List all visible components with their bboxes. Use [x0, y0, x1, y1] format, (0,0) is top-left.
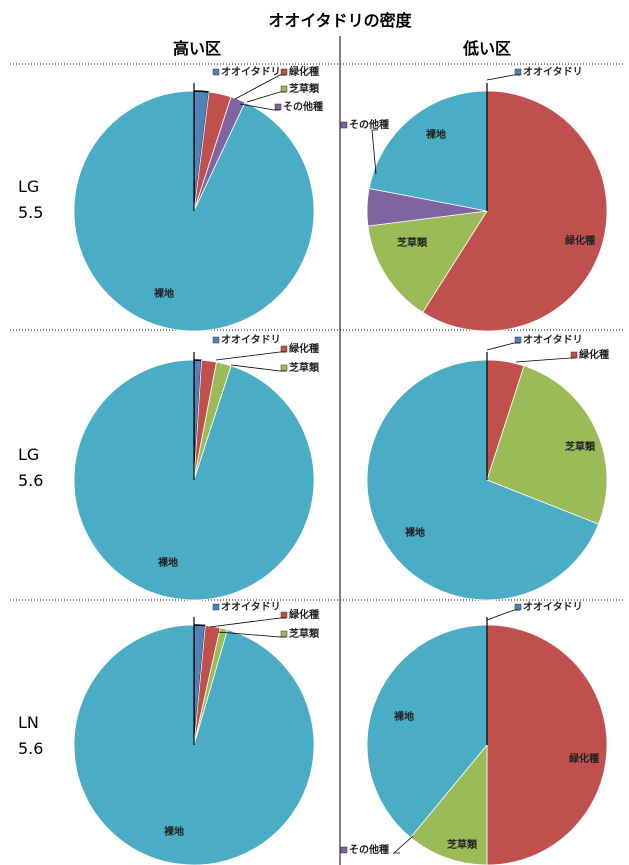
legend-label-turfgrass: 芝草類	[289, 361, 320, 374]
legend-swatch-greening-species	[280, 345, 288, 353]
legend-swatch-greening-species	[280, 68, 288, 76]
pie-slice-bare-ground	[366, 624, 488, 839]
leader-line	[246, 91, 286, 103]
legend-swatch-fallopia	[514, 68, 522, 76]
legend-label-fallopia: オオイタドリ	[221, 66, 281, 78]
legend-label-other-species: その他種	[349, 118, 389, 131]
pie-slice-turfgrass	[486, 365, 608, 525]
column-header-high: 高い区	[173, 39, 221, 58]
leader-line	[486, 74, 520, 81]
slice-label-bare-ground: 裸地	[154, 287, 174, 300]
slice-label-turfgrass: 芝草類	[565, 440, 596, 453]
slice-label-bare-ground: 裸地	[158, 556, 178, 569]
leader-line	[215, 351, 286, 361]
legend-swatch-fallopia	[514, 336, 522, 344]
legend-label-fallopia: オオイタドリ	[523, 66, 583, 78]
leader-line	[371, 129, 378, 175]
pie-slice-bare-ground	[366, 359, 600, 601]
pie-slice-greening-species	[422, 90, 608, 332]
chart-title: オオイタドリの密度	[268, 11, 412, 30]
leader-line	[209, 617, 286, 628]
leader-line	[515, 357, 576, 363]
legend-label-fallopia: オオイタドリ	[523, 601, 583, 613]
legend-swatch-fallopia	[212, 603, 220, 611]
legend-swatch-other-species	[340, 846, 348, 854]
pie-slice-bare-ground	[73, 90, 315, 332]
slice-label-bare-ground: 裸地	[426, 128, 446, 141]
legend-label-other-species: その他種	[349, 843, 389, 856]
legend-label-greening-species: 緑化種	[289, 342, 319, 355]
leader-line	[239, 103, 280, 111]
legend-swatch-greening-species	[570, 351, 578, 359]
pie-slice-greening-species	[486, 624, 608, 865]
legend-label-greening-species: 緑化種	[289, 608, 319, 621]
legend-swatch-fallopia	[212, 336, 220, 344]
legend-swatch-fallopia	[514, 603, 522, 611]
row-label-line2: 5.5	[18, 203, 43, 222]
pie-slice-bare-ground	[368, 90, 488, 212]
leader-line	[217, 631, 286, 638]
leader-line	[230, 364, 286, 372]
slice-label-greening-species: 緑化種	[569, 752, 599, 765]
legend-swatch-greening-species	[280, 611, 288, 619]
slice-label-bare-ground: 裸地	[394, 710, 414, 723]
slice-label-turfgrass: 芝草類	[397, 236, 428, 249]
row-label-line1: LN	[18, 713, 39, 732]
legend-label-fallopia: オオイタドリ	[523, 334, 583, 346]
legend-label-fallopia: オオイタドリ	[221, 334, 281, 346]
legend-swatch-fallopia	[212, 68, 220, 76]
legend-label-greening-species: 緑化種	[579, 348, 609, 361]
slice-label-bare-ground: 裸地	[164, 825, 184, 838]
slice-label-bare-ground: 裸地	[405, 526, 425, 539]
leader-line	[234, 74, 286, 100]
row-label-line2: 5.6	[18, 739, 43, 758]
legend-swatch-other-species	[340, 121, 348, 129]
row-label-line1: LG	[18, 445, 39, 464]
leader-line	[486, 342, 520, 351]
legend-swatch-turfgrass	[280, 85, 288, 93]
legend-swatch-turfgrass	[280, 364, 288, 372]
column-header-low: 低い区	[462, 39, 511, 58]
legend-label-turfgrass: 芝草類	[289, 627, 320, 640]
slice-label-greening-species: 緑化種	[565, 234, 595, 247]
legend-label-other-species: その他種	[283, 100, 323, 113]
row-label-line1: LG	[18, 177, 39, 196]
leader-line	[392, 835, 414, 854]
legend-swatch-turfgrass	[280, 630, 288, 638]
row-label-line2: 5.6	[18, 471, 43, 490]
legend-label-greening-species: 緑化種	[289, 65, 319, 78]
legend-swatch-other-species	[274, 103, 282, 111]
pie-slice-turfgrass	[367, 210, 488, 313]
leader-line	[486, 609, 520, 621]
slice-label-turfgrass: 芝草類	[447, 838, 478, 851]
legend-label-fallopia: オオイタドリ	[221, 601, 281, 613]
legend-label-turfgrass: 芝草類	[289, 82, 320, 95]
